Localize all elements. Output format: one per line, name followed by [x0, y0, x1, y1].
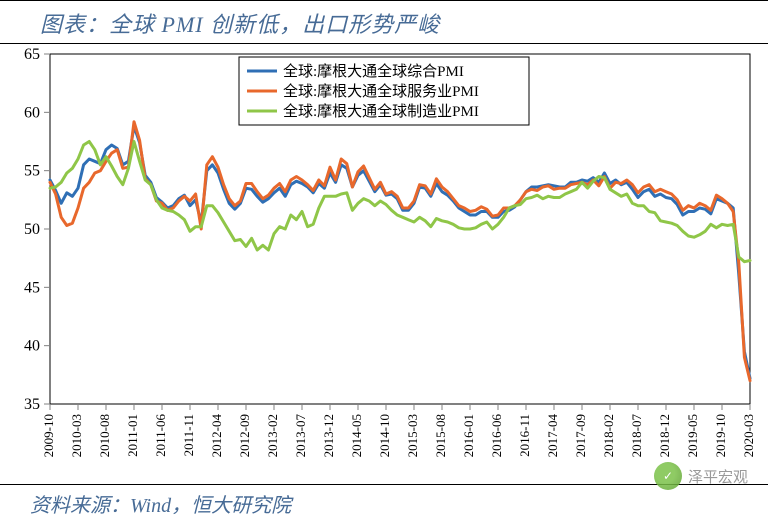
svg-text:2015-08: 2015-08: [433, 414, 448, 457]
svg-text:2012-04: 2012-04: [209, 414, 224, 458]
svg-text:2016-11: 2016-11: [517, 414, 532, 457]
wechat-icon: ✓: [654, 462, 682, 490]
chart-title: 图表：全球 PMI 创新低，出口形势严峻: [40, 12, 440, 37]
svg-text:2020-03: 2020-03: [741, 414, 756, 457]
svg-text:2013-07: 2013-07: [293, 414, 308, 458]
svg-text:50: 50: [24, 221, 40, 238]
watermark-text: 泽平宏观: [688, 466, 748, 487]
svg-text:2013-12: 2013-12: [321, 414, 336, 457]
svg-text:2014-10: 2014-10: [377, 414, 392, 457]
svg-text:35: 35: [24, 396, 40, 413]
svg-text:2016-06: 2016-06: [489, 414, 504, 458]
svg-text:全球:摩根大通全球制造业PMI: 全球:摩根大通全球制造业PMI: [283, 102, 479, 120]
svg-text:2017-09: 2017-09: [573, 414, 588, 457]
svg-text:2011-06: 2011-06: [153, 414, 168, 457]
source-bar: 资料来源：Wind，恒大研究院: [0, 484, 768, 518]
source-text: 资料来源：Wind，恒大研究院: [30, 495, 291, 517]
svg-text:2010-03: 2010-03: [69, 414, 84, 457]
svg-text:2018-02: 2018-02: [601, 414, 616, 457]
svg-text:2009-10: 2009-10: [41, 414, 56, 457]
svg-text:40: 40: [24, 338, 40, 355]
svg-text:全球:摩根大通全球综合PMI: 全球:摩根大通全球综合PMI: [283, 62, 464, 80]
svg-text:2018-12: 2018-12: [657, 414, 672, 457]
svg-text:全球:摩根大通全球服务业PMI: 全球:摩根大通全球服务业PMI: [283, 82, 479, 100]
watermark: ✓ 泽平宏观: [654, 462, 748, 490]
chart-title-bar: 图表：全球 PMI 创新低，出口形势严峻: [0, 0, 768, 44]
svg-text:65: 65: [24, 46, 40, 63]
svg-text:2016-01: 2016-01: [461, 414, 476, 457]
svg-text:2010-08: 2010-08: [97, 414, 112, 457]
svg-text:2017-04: 2017-04: [545, 414, 560, 458]
svg-text:45: 45: [24, 279, 40, 296]
chart-area: 35 40 45 50 55 60 65 2009-10 2010-03 2010-08 2011-…: [0, 44, 768, 484]
svg-text:2014-05: 2014-05: [349, 414, 364, 457]
svg-text:2013-02: 2013-02: [265, 414, 280, 457]
svg-text:2012-09: 2012-09: [237, 414, 252, 457]
svg-text:2019-05: 2019-05: [685, 414, 700, 457]
svg-text:2018-07: 2018-07: [629, 414, 644, 458]
svg-text:60: 60: [24, 104, 40, 121]
line-chart-svg: 35 40 45 50 55 60 65 2009-10 2010-03 2010-08 2011-…: [0, 44, 768, 484]
svg-text:2019-10: 2019-10: [713, 414, 728, 457]
svg-text:55: 55: [24, 163, 40, 180]
svg-text:2011-01: 2011-01: [125, 414, 140, 457]
svg-text:2015-03: 2015-03: [405, 414, 420, 457]
svg-text:2011-11: 2011-11: [181, 414, 196, 456]
